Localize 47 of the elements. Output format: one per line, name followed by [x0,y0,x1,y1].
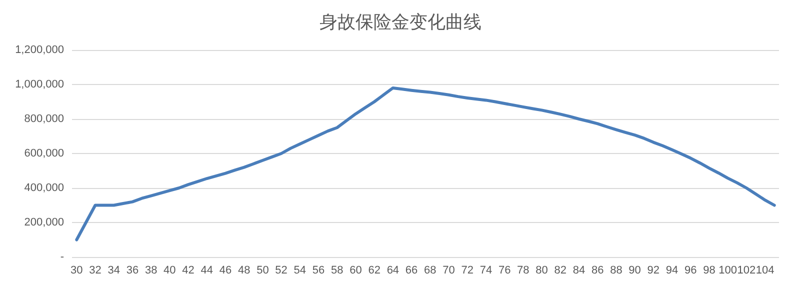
line-series [75,86,776,242]
x-tick-label: 78 [517,264,530,276]
y-tick-label: 1,000,000 [15,78,64,90]
y-tick-label: 600,000 [24,148,64,160]
x-tick-label: 52 [275,264,288,276]
y-tick-label: 1,200,000 [15,44,64,56]
x-tick-label: 54 [294,264,306,276]
x-tick-label: 34 [108,264,120,276]
x-tick-label: 62 [368,264,380,276]
x-tick-label: 102 [737,264,756,276]
x-tick-label: 38 [144,264,158,276]
x-tick-label: 32 [89,264,102,276]
x-tick-label: 104 [756,264,774,276]
x-tick-label: 36 [126,264,139,276]
x-tick-label: 96 [684,264,697,276]
x-tick-label: 44 [200,264,214,276]
x-tick-label: 70 [442,264,455,276]
x-tick-label: 30 [70,264,83,276]
x-tick-label: 84 [572,264,586,276]
x-tick-label: 76 [498,264,511,276]
chart-title: 身故保险金变化曲线 [320,12,482,32]
x-tick-label: 42 [182,264,194,276]
x-tick-label: 100 [718,264,738,276]
x-tick-label: 88 [610,264,622,276]
x-tick-label: 90 [628,264,641,276]
x-tick-label: 64 [386,264,400,276]
x-tick-label: 98 [703,264,716,276]
x-tick-label: 80 [536,264,548,276]
x-tick-label: 92 [647,264,660,276]
x-tick-label: 68 [424,264,436,276]
y-tick-label: 400,000 [24,182,64,194]
x-tick-label: 50 [256,264,269,276]
x-tick-label: 74 [480,264,492,276]
y-tick-label: 800,000 [24,113,64,125]
x-tick-label: 66 [405,264,418,276]
x-tick-label: 58 [331,264,344,276]
x-tick-label: 56 [312,264,325,276]
x-tick-label: 82 [554,264,567,276]
x-tick-label: 40 [164,264,176,276]
y-tick-label: 200,000 [24,216,64,228]
x-tick-label: 86 [591,264,604,276]
x-tick-label: 46 [219,264,232,276]
x-tick-label: 60 [350,264,362,276]
x-tick-label: 72 [461,264,474,276]
x-tick-label: 48 [238,264,250,276]
y-tick-label: - [60,251,64,263]
x-tick-label: 94 [666,264,678,276]
